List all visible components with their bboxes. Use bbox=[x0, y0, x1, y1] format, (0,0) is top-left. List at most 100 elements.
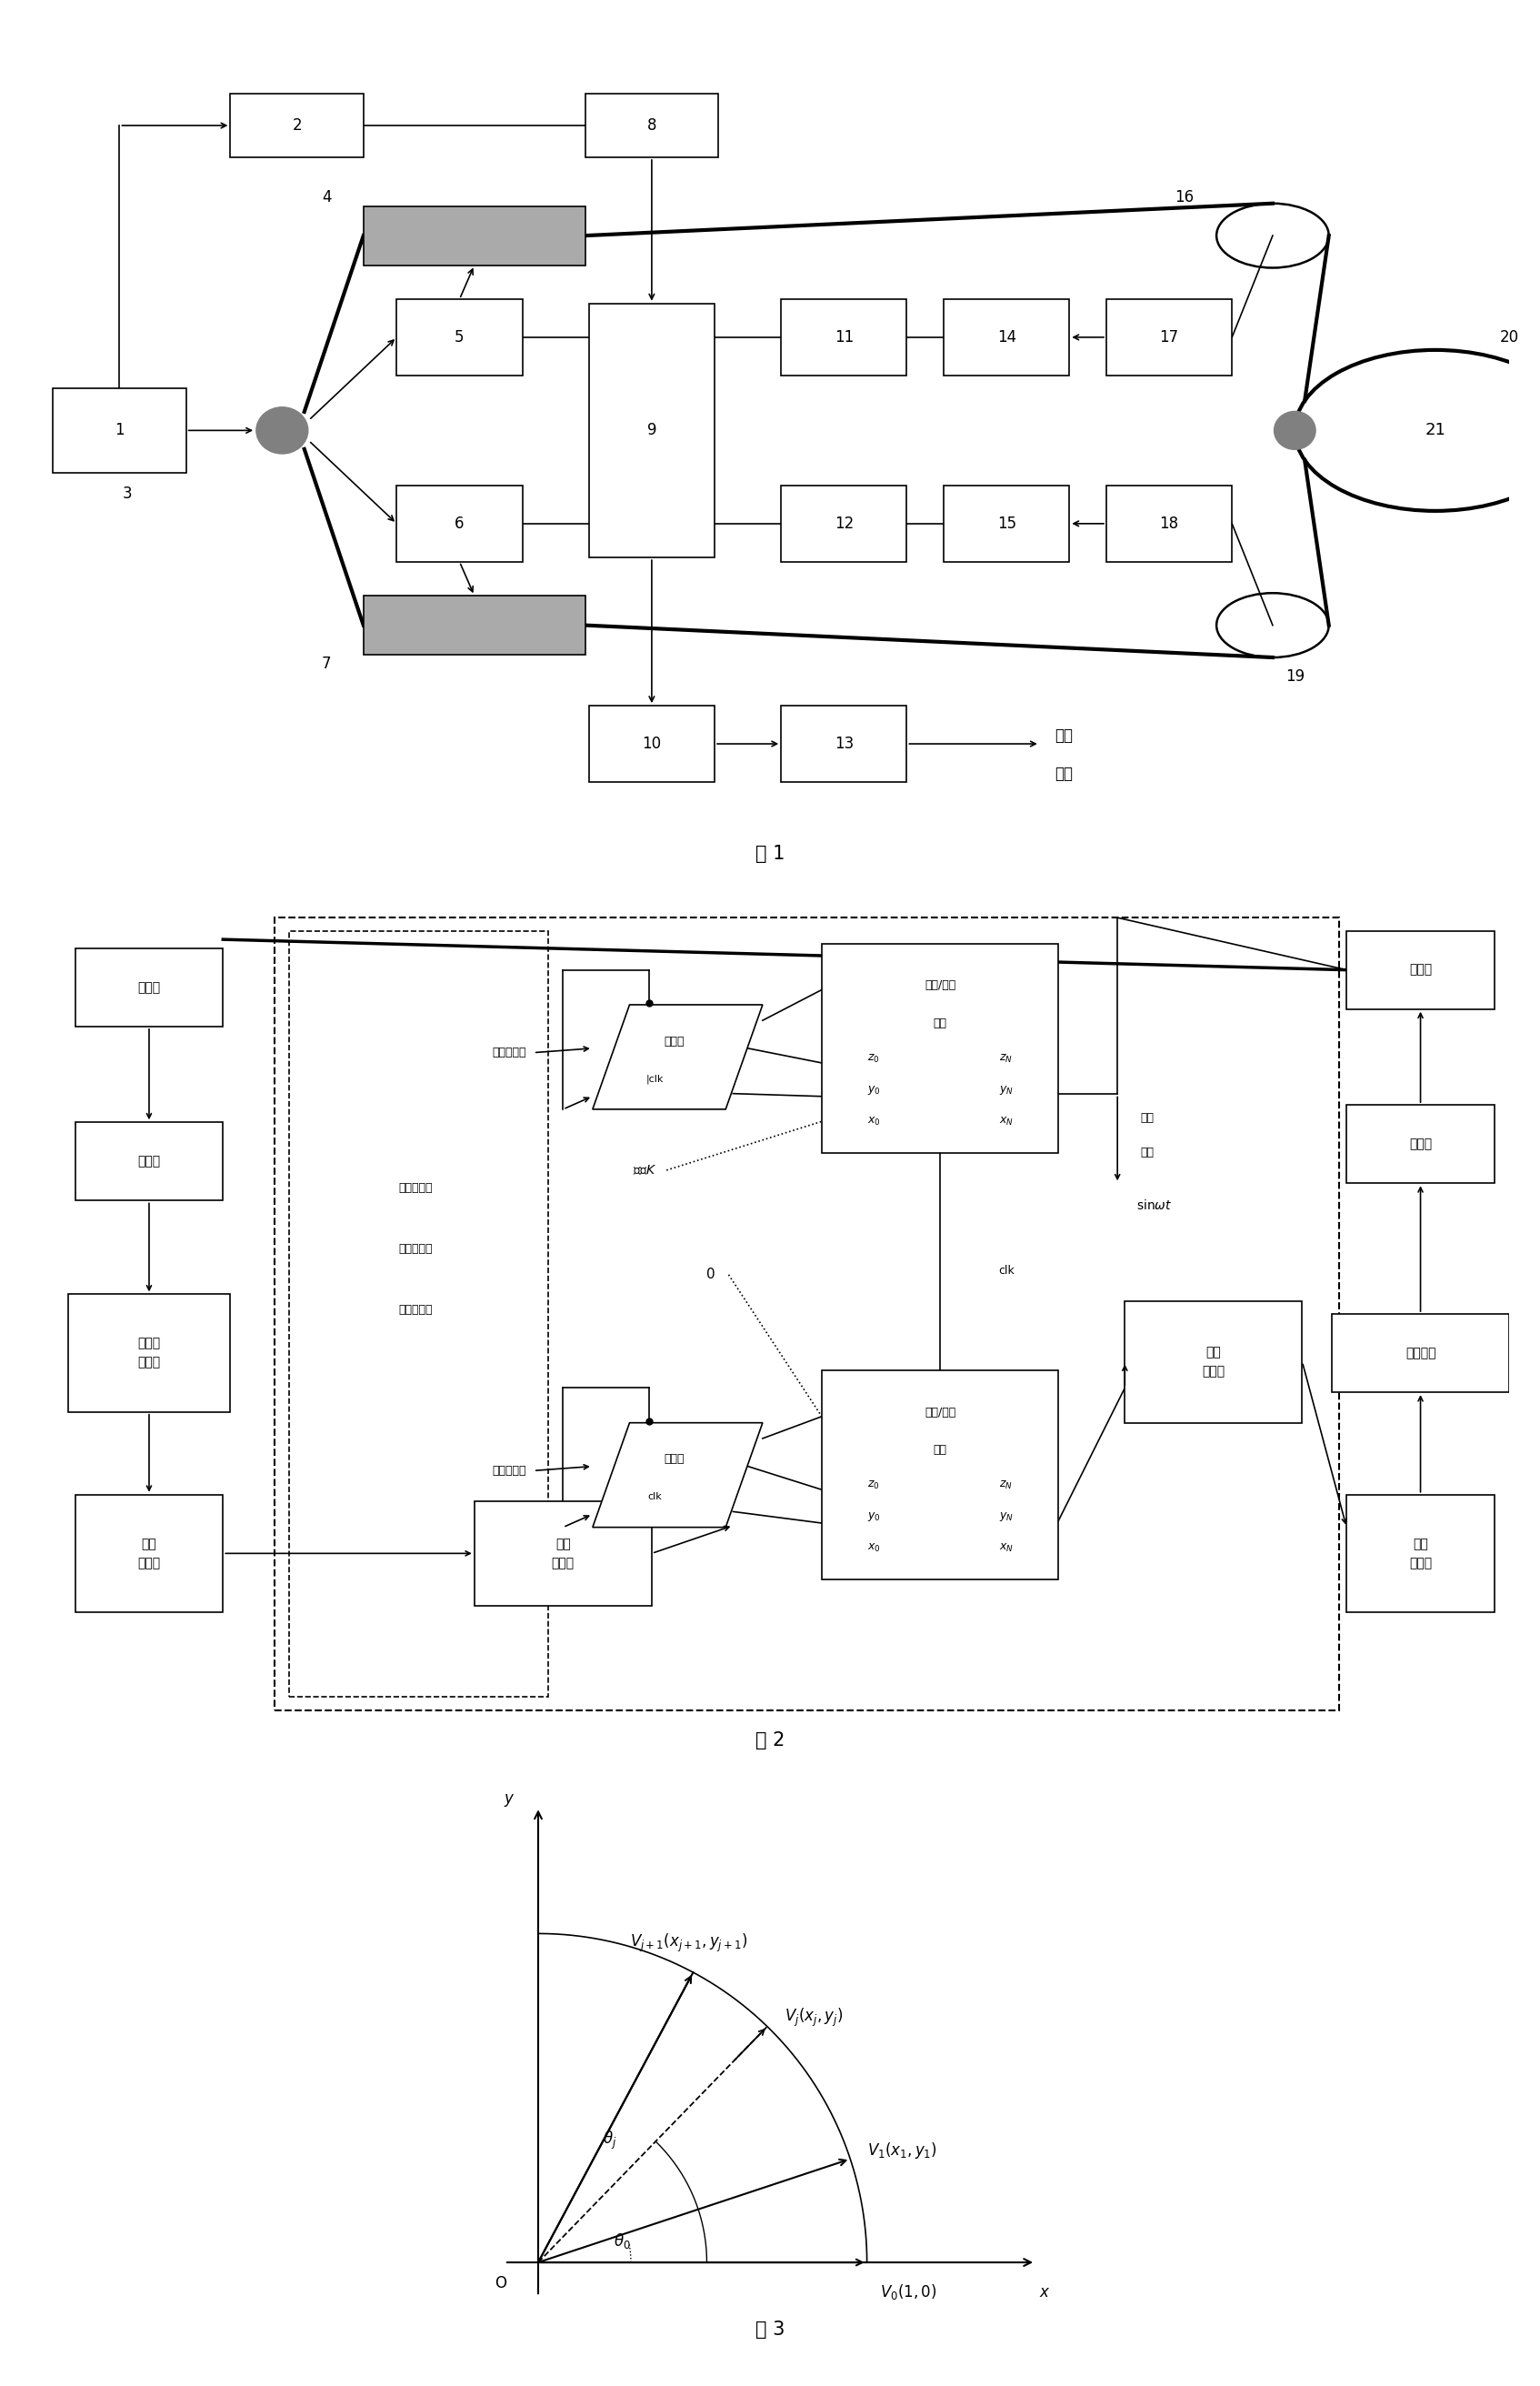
Text: x: x bbox=[1040, 2283, 1049, 2300]
Text: 15: 15 bbox=[996, 515, 1016, 532]
Bar bbox=[1124, 1300, 1303, 1422]
Text: 21: 21 bbox=[1424, 422, 1446, 439]
Text: 常数$K$: 常数$K$ bbox=[633, 1164, 656, 1176]
Text: 滤波器: 滤波器 bbox=[551, 1556, 574, 1570]
Text: 数模: 数模 bbox=[1412, 1537, 1428, 1551]
Text: 5: 5 bbox=[454, 329, 464, 346]
Text: 8: 8 bbox=[647, 117, 656, 134]
Text: 0: 0 bbox=[707, 1267, 715, 1281]
Bar bbox=[75, 947, 223, 1026]
Text: 19: 19 bbox=[1286, 668, 1304, 685]
Text: 调制器: 调制器 bbox=[1409, 964, 1432, 976]
Text: 10: 10 bbox=[642, 735, 661, 752]
Bar bbox=[397, 484, 522, 561]
Text: 转换: 转换 bbox=[933, 1016, 947, 1028]
Text: $z_0$: $z_0$ bbox=[867, 1052, 879, 1064]
Text: $\mathrm{sin}\omega t$: $\mathrm{sin}\omega t$ bbox=[1137, 1198, 1172, 1212]
Text: $z_0$: $z_0$ bbox=[867, 1479, 879, 1491]
Text: 图 3: 图 3 bbox=[755, 2322, 785, 2338]
Bar bbox=[944, 484, 1069, 561]
Text: 2: 2 bbox=[293, 117, 302, 134]
Bar bbox=[474, 1501, 651, 1606]
Bar bbox=[1346, 1105, 1494, 1183]
Text: 加法器: 加法器 bbox=[664, 1036, 684, 1047]
Bar bbox=[363, 205, 585, 265]
Bar bbox=[363, 596, 585, 654]
Text: 探测器: 探测器 bbox=[137, 1155, 160, 1167]
Bar bbox=[1346, 1494, 1494, 1613]
Text: 11: 11 bbox=[835, 329, 853, 346]
Text: $z_N$: $z_N$ bbox=[999, 1479, 1013, 1491]
Bar bbox=[1346, 931, 1494, 1009]
Text: 16: 16 bbox=[1175, 188, 1193, 205]
Text: $\theta_0$: $\theta_0$ bbox=[614, 2231, 631, 2250]
Text: 6: 6 bbox=[454, 515, 464, 532]
Text: $V_j(x_j,y_j)$: $V_j(x_j,y_j)$ bbox=[784, 2007, 842, 2028]
Text: 正弦: 正弦 bbox=[1140, 1112, 1153, 1124]
Bar bbox=[1106, 298, 1232, 375]
Text: 4: 4 bbox=[322, 188, 331, 205]
Text: 相位控制字: 相位控制字 bbox=[491, 1465, 527, 1477]
Text: 加法器: 加法器 bbox=[664, 1453, 684, 1465]
Text: 18: 18 bbox=[1160, 515, 1178, 532]
Text: |clk: |clk bbox=[645, 1074, 664, 1083]
Bar bbox=[75, 1494, 223, 1613]
Text: 13: 13 bbox=[835, 735, 853, 752]
Text: 低通: 低通 bbox=[1206, 1346, 1221, 1358]
Text: O: O bbox=[494, 2276, 507, 2291]
Text: $x_N$: $x_N$ bbox=[999, 1117, 1013, 1129]
Text: $y_N$: $y_N$ bbox=[999, 1083, 1013, 1098]
Text: 相位/幅度: 相位/幅度 bbox=[924, 1405, 956, 1417]
Bar bbox=[68, 1293, 231, 1413]
Text: clk: clk bbox=[647, 1491, 662, 1501]
Text: 信号采: 信号采 bbox=[137, 1336, 160, 1350]
Text: $y_0$: $y_0$ bbox=[867, 1083, 881, 1098]
Text: $V_{j+1}(x_{j+1},y_{j+1})$: $V_{j+1}(x_{j+1},y_{j+1})$ bbox=[630, 1933, 747, 1954]
Text: 3: 3 bbox=[122, 487, 132, 501]
Text: 相位/幅度: 相位/幅度 bbox=[924, 981, 956, 993]
Text: 滤波器: 滤波器 bbox=[1203, 1365, 1224, 1377]
Text: 转换: 转换 bbox=[933, 1444, 947, 1455]
Bar bbox=[52, 389, 186, 472]
Text: 门阵列芯片: 门阵列芯片 bbox=[399, 1303, 433, 1315]
Bar bbox=[290, 931, 548, 1696]
Text: 带通: 带通 bbox=[556, 1537, 571, 1551]
Text: 陀螺: 陀螺 bbox=[1055, 728, 1073, 744]
Bar bbox=[822, 1370, 1058, 1580]
Text: $y_0$: $y_0$ bbox=[867, 1510, 881, 1522]
Text: 图 2: 图 2 bbox=[755, 1732, 785, 1749]
Bar bbox=[397, 298, 522, 375]
Text: 14: 14 bbox=[996, 329, 1016, 346]
Text: 样通道: 样通道 bbox=[137, 1355, 160, 1370]
Bar bbox=[588, 706, 715, 783]
Text: 转换器: 转换器 bbox=[1409, 1556, 1432, 1570]
Text: 虚线框图为: 虚线框图为 bbox=[399, 1181, 433, 1193]
Bar bbox=[588, 303, 715, 558]
Text: 9: 9 bbox=[647, 422, 656, 439]
Text: 频率控制字: 频率控制字 bbox=[491, 1047, 527, 1059]
Text: 光纤环: 光纤环 bbox=[137, 981, 160, 993]
Text: clk: clk bbox=[998, 1265, 1015, 1277]
Bar bbox=[1106, 484, 1232, 561]
Text: $\theta_j$: $\theta_j$ bbox=[602, 2128, 618, 2152]
Ellipse shape bbox=[1274, 410, 1315, 449]
Text: 20: 20 bbox=[1500, 329, 1518, 346]
Text: 信号: 信号 bbox=[1140, 1148, 1153, 1160]
Bar bbox=[822, 945, 1058, 1152]
Text: 输出: 输出 bbox=[1055, 766, 1073, 783]
Bar bbox=[231, 93, 363, 157]
Bar bbox=[1332, 1315, 1509, 1393]
Text: $V_0(1,0)$: $V_0(1,0)$ bbox=[879, 2283, 936, 2302]
Text: $z_N$: $z_N$ bbox=[999, 1052, 1013, 1064]
Bar bbox=[781, 706, 907, 783]
Polygon shape bbox=[593, 1005, 762, 1109]
Text: $y_N$: $y_N$ bbox=[999, 1510, 1013, 1522]
Text: $V_1(x_1,y_1)$: $V_1(x_1,y_1)$ bbox=[867, 2140, 936, 2162]
Text: 反馈电路: 反馈电路 bbox=[1406, 1346, 1435, 1360]
Text: 12: 12 bbox=[835, 515, 853, 532]
Polygon shape bbox=[593, 1422, 762, 1527]
Bar bbox=[75, 1121, 223, 1200]
Text: y: y bbox=[504, 1790, 513, 1806]
Text: $x_0$: $x_0$ bbox=[867, 1541, 881, 1553]
Text: 激光器: 激光器 bbox=[1409, 1138, 1432, 1150]
